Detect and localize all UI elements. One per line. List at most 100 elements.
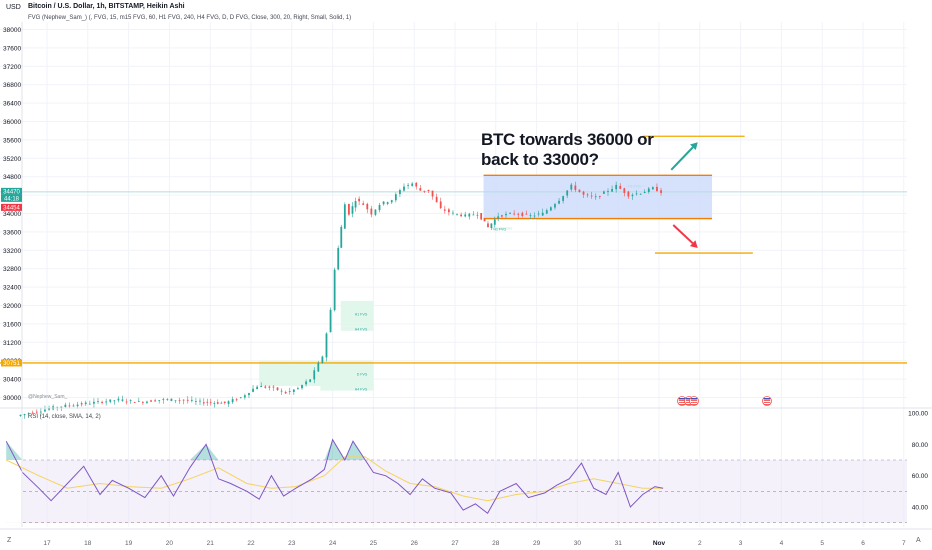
rsi-tick-label: 40.00 — [912, 505, 929, 512]
candle-body — [490, 223, 493, 228]
candle-body — [129, 400, 132, 401]
candle-body — [325, 333, 328, 358]
candle-body — [513, 213, 516, 215]
us-event-flag-icon[interactable] — [677, 396, 687, 406]
candle-body — [423, 190, 426, 192]
us-event-flag-icon-stripe — [690, 402, 698, 403]
candle-body — [460, 214, 463, 217]
candle-body — [487, 223, 489, 228]
us-event-flag-icon[interactable] — [689, 396, 699, 406]
candle-body — [31, 412, 34, 414]
us-event-flag-icon-canton — [678, 398, 686, 400]
candle-body — [631, 194, 634, 197]
candle-body — [586, 194, 589, 196]
chart-title[interactable]: Bitcoin / U.S. Dollar, 1h, BITSTAMP, Hei… — [28, 3, 185, 10]
candle-body — [521, 212, 524, 217]
candle-body — [202, 402, 205, 404]
candle-body — [284, 391, 287, 394]
date-tick-label: 3 — [739, 540, 743, 547]
last-price-badge: 34470 — [3, 190, 20, 196]
price-tick-label: 38000 — [3, 27, 21, 34]
candle-body — [603, 191, 605, 194]
economic-events[interactable] — [677, 396, 772, 406]
candle-body — [190, 399, 193, 401]
candle-body — [358, 198, 361, 202]
candle-body — [182, 399, 185, 401]
candle-body — [483, 218, 486, 222]
date-tick-label: 19 — [125, 540, 133, 547]
candle-body — [501, 215, 503, 217]
candle-body — [497, 216, 500, 219]
level-price-badge-bg — [1, 359, 22, 367]
price-tick-label: 36400 — [3, 101, 21, 108]
candle-body — [590, 195, 593, 197]
candle-body — [150, 400, 152, 402]
candle-body — [39, 411, 42, 413]
date-tick-label: 2 — [698, 540, 702, 547]
us-event-flag-icon-stripe — [763, 402, 771, 403]
price-tick-label: 34800 — [3, 174, 21, 181]
up-arrow-shaft — [670, 146, 694, 171]
candle-body — [305, 381, 307, 385]
candle-body — [343, 204, 346, 229]
candle-body — [386, 202, 389, 204]
us-event-flag-icon-canton — [690, 398, 698, 400]
candle-body — [374, 209, 377, 215]
candle-body — [105, 401, 108, 403]
direction-arrows[interactable] — [670, 142, 698, 248]
candle-body — [337, 247, 340, 270]
candle-body — [113, 400, 116, 402]
price-tick-label: 33200 — [3, 248, 21, 255]
candle-body — [264, 386, 267, 388]
date-tick-label: 22 — [247, 540, 255, 547]
candle-body — [647, 188, 650, 193]
rsi-tick-label: 100.00 — [908, 411, 928, 418]
candle-body — [340, 226, 343, 248]
indicator-legend[interactable]: FVG (Nephew_Sam_) (, FVG, 15, m15 FVG, 6… — [28, 15, 352, 21]
auto-scale-button[interactable]: A — [916, 537, 921, 544]
rsi-overbought-fill — [6, 439, 664, 460]
candle-body — [627, 191, 630, 197]
candle-body — [209, 402, 212, 404]
date-tick-label: 5 — [820, 540, 824, 547]
candle-body — [317, 362, 320, 372]
candle-body — [199, 400, 201, 402]
date-tick-label: 26 — [411, 540, 419, 547]
candle-body — [570, 184, 573, 190]
range-box[interactable] — [483, 175, 713, 219]
candle-body — [549, 207, 552, 211]
price-tick-label: 35600 — [3, 137, 21, 144]
target-lines[interactable] — [642, 135, 753, 254]
candle-body — [525, 213, 528, 215]
candle-body — [268, 386, 271, 388]
candle-body — [623, 188, 626, 193]
candle-body — [431, 190, 434, 197]
candle-body — [35, 411, 38, 413]
candle-body — [639, 193, 642, 195]
candle-body — [529, 215, 532, 217]
annotation-text[interactable]: BTC towards 36000 or back to 33000? — [481, 130, 654, 170]
candle-body — [574, 185, 577, 190]
candle-body — [399, 190, 401, 195]
timezone-icon[interactable]: Z — [7, 537, 12, 544]
candle-body — [313, 370, 316, 380]
rsi-tick-label: 80.00 — [912, 442, 929, 449]
candle-body — [158, 400, 161, 401]
candle-body — [154, 400, 157, 402]
candle-body — [216, 402, 219, 404]
us-event-flag-icon-canton — [763, 398, 771, 400]
us-event-flag-icon-stripe — [763, 404, 771, 405]
candle-body — [615, 184, 618, 190]
candle-body — [117, 398, 120, 401]
candle-body — [537, 213, 540, 215]
us-event-flag-icon-stripe — [678, 402, 686, 403]
us-event-flag-icon[interactable] — [762, 396, 772, 406]
price-tick-label: 33600 — [3, 229, 21, 236]
fvg-zone — [259, 360, 374, 386]
price-tick-label: 31600 — [3, 321, 21, 328]
candle-body — [635, 193, 638, 195]
rsi-legend[interactable]: RSI (14, close, SMA, 14, 2) — [28, 414, 101, 420]
candle-body — [493, 219, 496, 225]
candle-body — [554, 204, 556, 208]
